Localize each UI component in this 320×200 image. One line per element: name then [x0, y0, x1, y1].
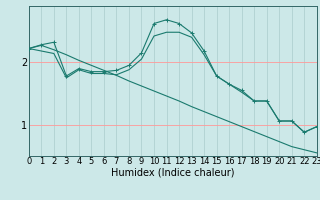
X-axis label: Humidex (Indice chaleur): Humidex (Indice chaleur) — [111, 168, 235, 178]
